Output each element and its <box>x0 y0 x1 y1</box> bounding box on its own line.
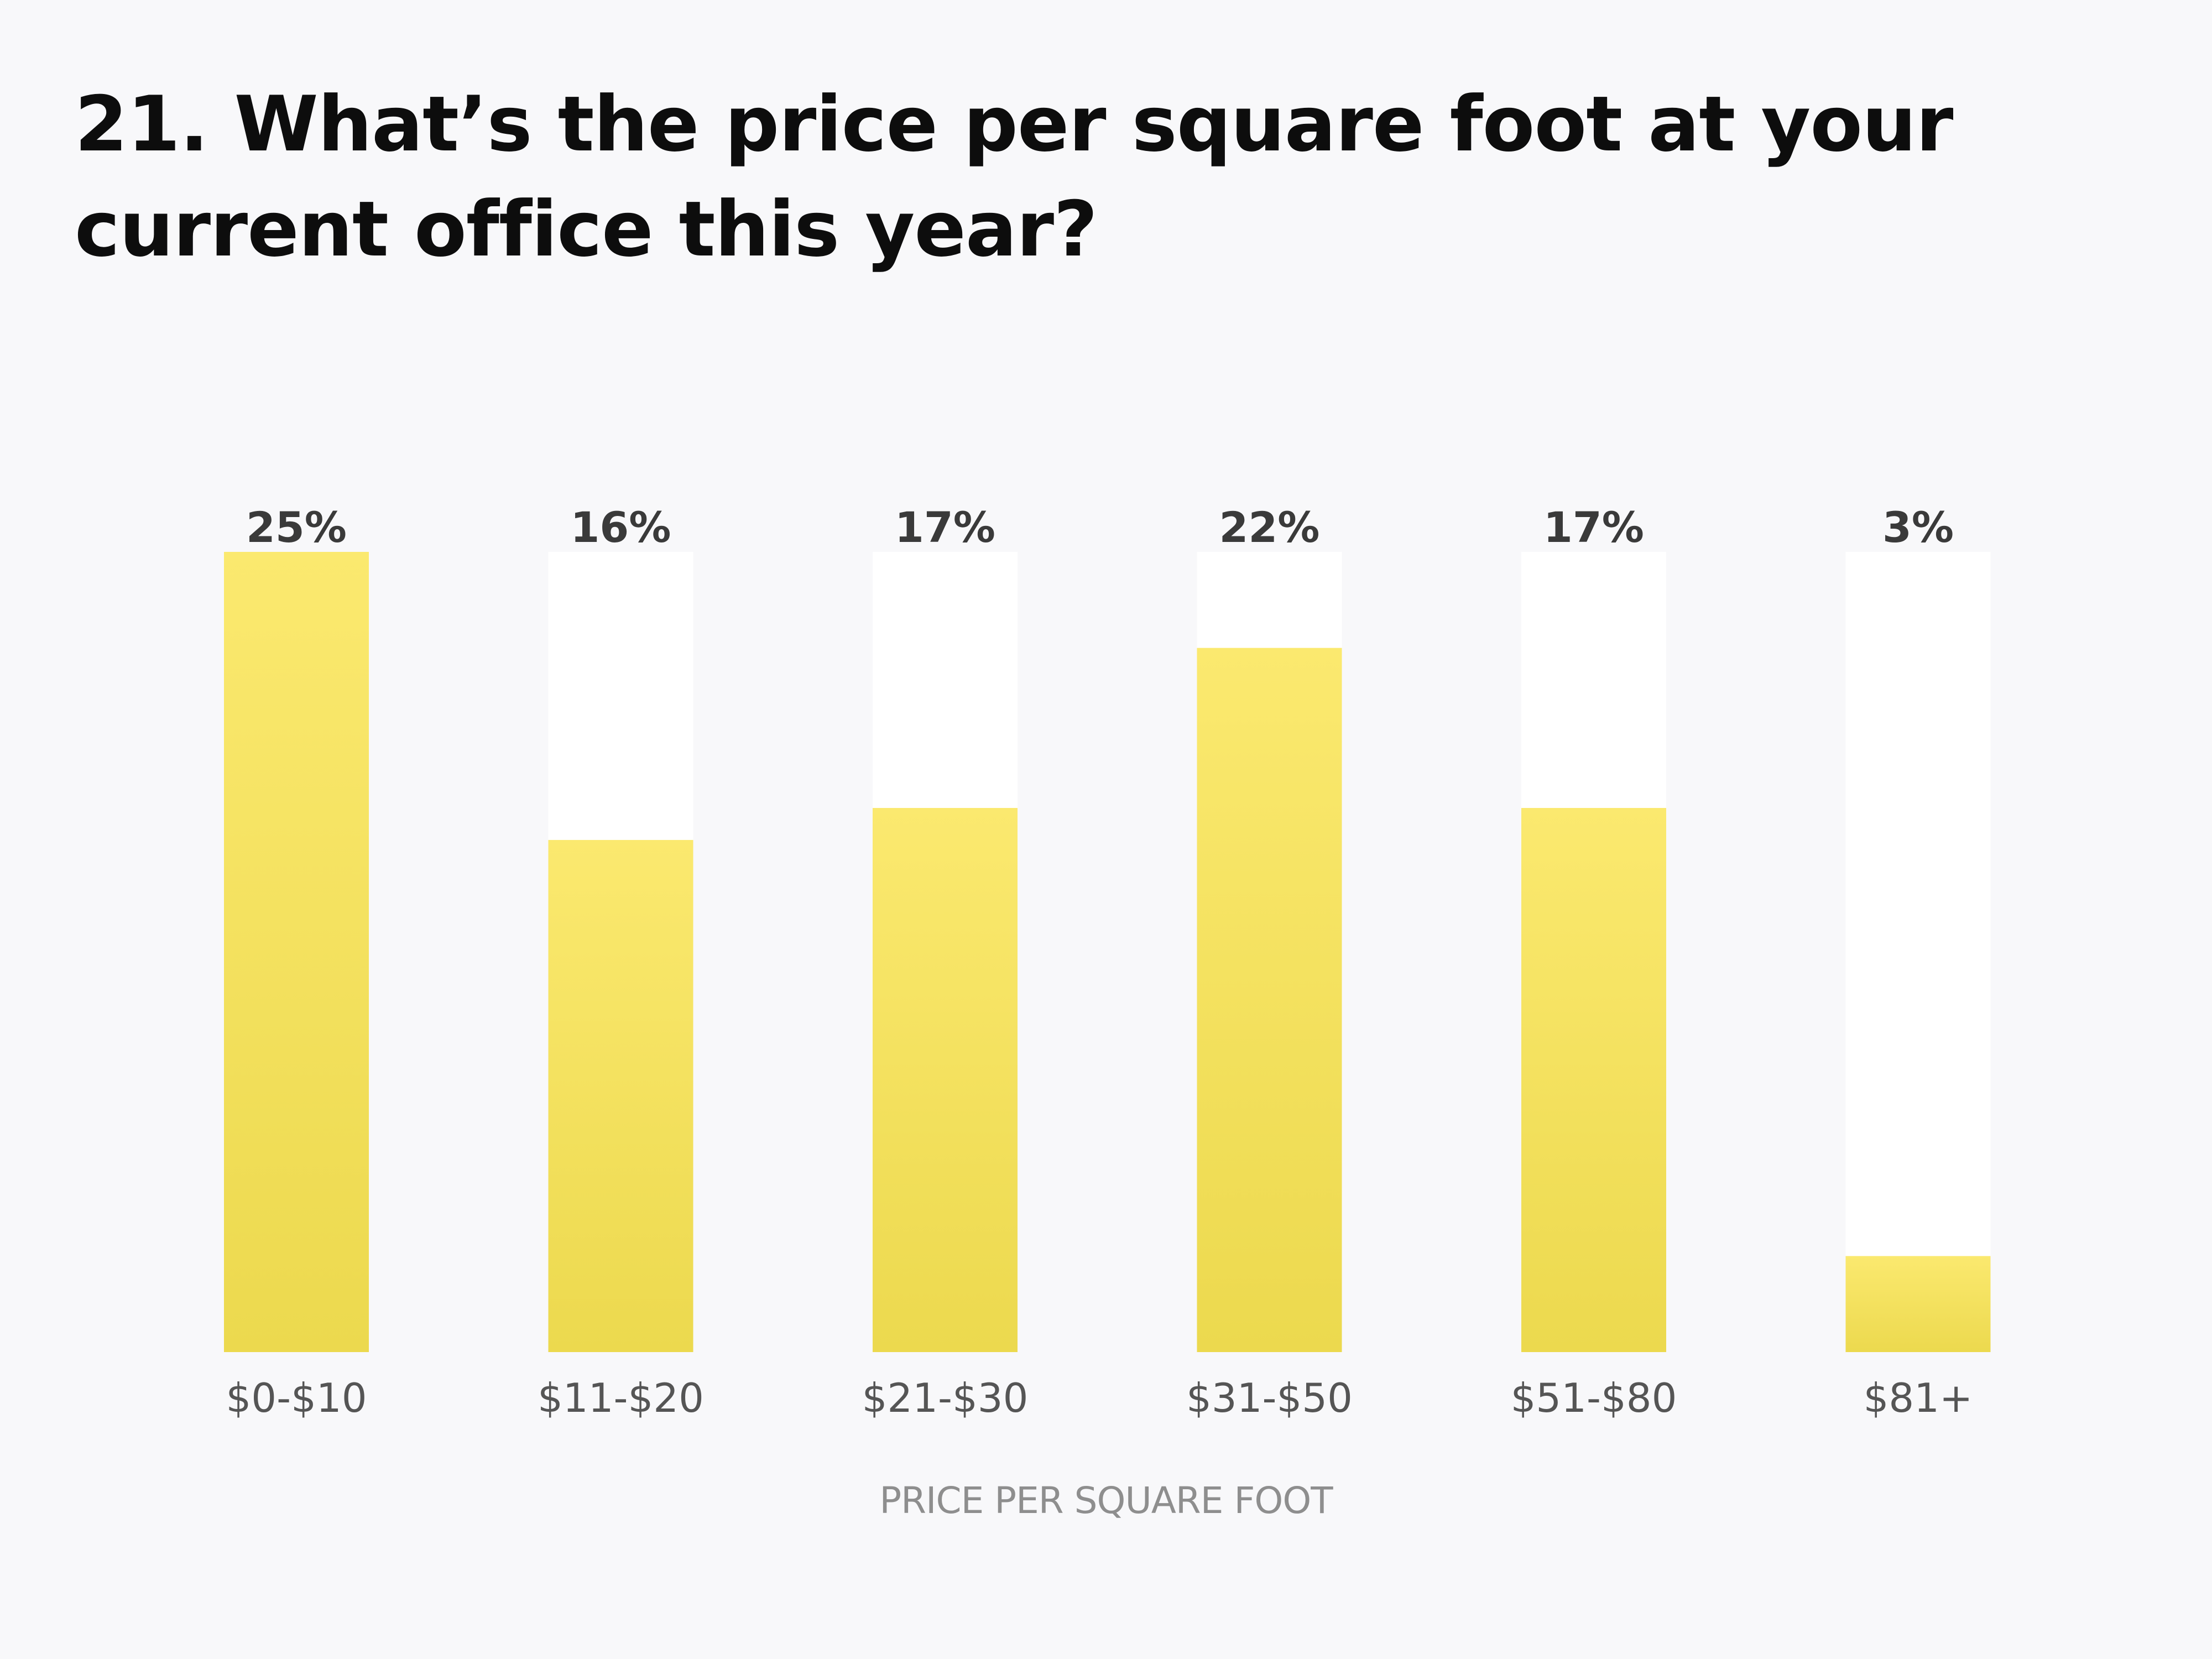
category-label-1: $11-$20 <box>538 1375 704 1421</box>
value-label-5: 3% <box>1882 503 1954 552</box>
value-label-0: 25% <box>246 503 347 552</box>
bar-3 <box>1197 648 1342 1352</box>
category-label-5: $81+ <box>1864 1375 1973 1421</box>
bar-0 <box>224 552 369 1352</box>
value-label-2: 17% <box>895 503 995 552</box>
bar-4 <box>1521 808 1666 1352</box>
chart-title: 21. What’s the price per square foot at … <box>75 80 1953 274</box>
bar-1 <box>548 839 693 1352</box>
category-label-4: $51-$80 <box>1511 1375 1677 1421</box>
bar-2 <box>873 808 1018 1352</box>
category-label-0: $0-$10 <box>226 1375 367 1421</box>
value-label-4: 17% <box>1543 503 1644 552</box>
category-label-2: $21-$30 <box>862 1375 1029 1421</box>
value-label-1: 16% <box>571 503 671 552</box>
bar-track-5 <box>1845 552 1991 1352</box>
bars-layer: 25% $0-$10 16% $11-$20 17% $21-$30 22% $31-$50 1… <box>224 503 1991 1421</box>
x-axis-label: PRICE PER SQUARE FOOT <box>879 1479 1333 1522</box>
bar-5 <box>1845 1256 1991 1352</box>
value-label-3: 22% <box>1219 503 1320 552</box>
category-label-3: $31-$50 <box>1186 1375 1353 1421</box>
